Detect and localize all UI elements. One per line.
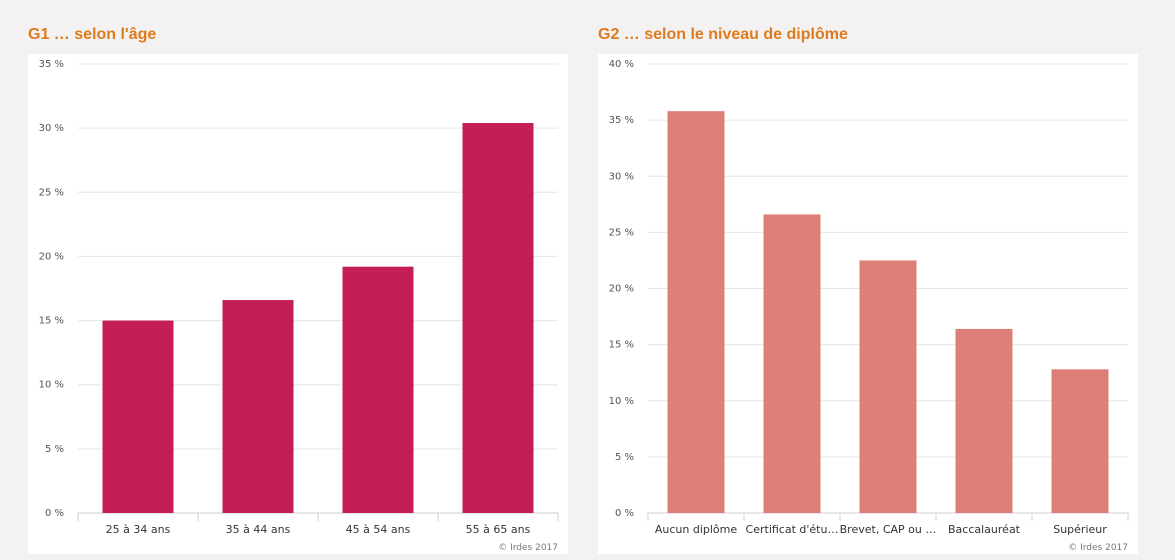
y-tick-label: 5 % — [615, 452, 634, 463]
y-tick-label: 35 % — [609, 115, 634, 126]
chart-2-panel: 0 % 5 % 10 % 15 % 20 % 25 % 30 % 35 % 40 % Aucun … — [598, 54, 1138, 554]
chart-2-svg: 0 % 5 % 10 % 15 % 20 % 25 % 30 % 35 % 40 % Aucun … — [609, 59, 1129, 553]
chart-1-svg: 0 % 5 % 10 % 15 % 20 % 25 % 30 % 35 % 25 à 34 an… — [39, 59, 559, 553]
y-tick-label: 40 % — [609, 59, 634, 70]
x-tick-label: Certificat d'étu… — [746, 523, 839, 536]
x-tick-label: Supérieur — [1053, 523, 1107, 536]
y-tick-label: 30 % — [609, 171, 634, 182]
chart-1-panel: 0 % 5 % 10 % 15 % 20 % 25 % 30 % 35 % 25 à 34 an… — [28, 54, 568, 554]
y-tick-label: 15 % — [39, 316, 64, 327]
x-tick-label: 35 à 44 ans — [226, 523, 291, 536]
y-tick-label: 20 % — [609, 284, 634, 295]
y-tick-label: 10 % — [609, 396, 634, 407]
credits-label: © Irdes 2017 — [1068, 543, 1128, 553]
y-tick-label: 15 % — [609, 340, 634, 351]
x-tick-label: Brevet, CAP ou … — [840, 523, 937, 536]
y-tick-label: 35 % — [39, 59, 64, 70]
x-tick-label: 25 à 34 ans — [106, 523, 171, 536]
bar — [859, 260, 917, 513]
y-tick-label: 0 % — [615, 508, 634, 519]
y-tick-label: 30 % — [39, 123, 64, 134]
bar — [102, 320, 174, 513]
bar — [763, 214, 821, 514]
x-tick-label: Aucun diplôme — [655, 523, 738, 536]
bar — [342, 266, 414, 513]
x-tick-label: Baccalauréat — [948, 523, 1021, 536]
bar — [1051, 369, 1109, 513]
y-tick-label: 10 % — [39, 380, 64, 391]
bar — [462, 123, 534, 514]
bar — [955, 328, 1013, 513]
y-tick-label: 25 % — [609, 227, 634, 238]
bar — [222, 300, 294, 513]
y-tick-label: 25 % — [39, 187, 64, 198]
chart-1-title: G1 … selon l'âge — [28, 26, 157, 43]
credits-label: © Irdes 2017 — [498, 543, 558, 553]
chart-2-title: G2 … selon le niveau de diplôme — [598, 26, 848, 43]
y-tick-label: 5 % — [45, 444, 64, 455]
bar — [667, 111, 725, 513]
x-tick-label: 45 à 54 ans — [346, 523, 411, 536]
y-tick-label: 20 % — [39, 251, 64, 262]
x-tick-label: 55 à 65 ans — [466, 523, 531, 536]
y-tick-label: 0 % — [45, 508, 64, 519]
